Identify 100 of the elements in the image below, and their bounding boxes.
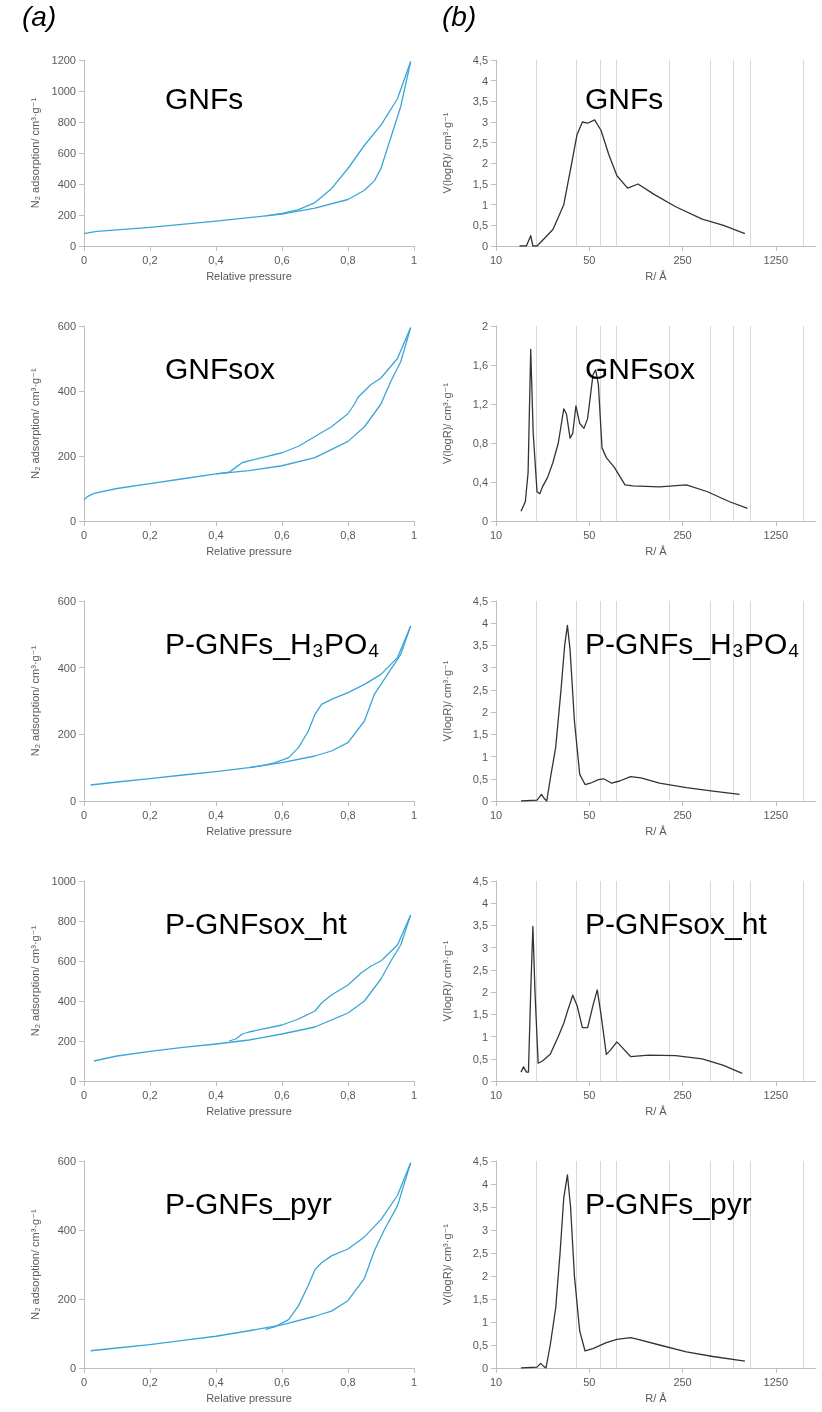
x-axis-title: Relative pressure — [206, 824, 292, 837]
y-tick-label: 4,5 — [472, 875, 488, 887]
y-tick-label: 0 — [481, 1075, 488, 1087]
x-tick-label: 10 — [489, 1375, 503, 1388]
text: GNFsox — [585, 351, 696, 385]
x-tick-label: 50 — [583, 808, 596, 821]
x-tick-label: 10 — [489, 528, 503, 541]
y-axis-title: V(logR)/ cm³·g⁻¹ — [440, 940, 453, 1022]
y-tick-label: 1,6 — [472, 359, 488, 371]
text: (b) — [442, 0, 477, 32]
x-tick-label: 0,8 — [340, 808, 356, 821]
x-axis-title: Relative pressure — [206, 1391, 292, 1404]
x-axis-title: R/ Å — [645, 824, 668, 837]
x-tick-label: 1250 — [763, 528, 789, 541]
text: P-GNFs_H₃PO₄ — [585, 626, 800, 660]
y-tick-label: 0 — [69, 1075, 76, 1087]
y-tick-label: 0,5 — [472, 772, 488, 785]
y-tick-label: 3 — [481, 661, 488, 674]
y-tick-label: 3 — [481, 116, 488, 128]
y-tick-label: 600 — [57, 595, 76, 607]
x-tick-label: 0,6 — [274, 1088, 290, 1101]
y-tick-label: 0 — [481, 240, 488, 252]
x-axis-title: Relative pressure — [206, 1104, 292, 1117]
text: GNFs — [165, 81, 244, 115]
y-tick-label: 1 — [481, 1030, 488, 1043]
x-tick-label: 250 — [673, 808, 692, 821]
x-tick-label: 50 — [583, 1375, 596, 1388]
x-axis-title: Relative pressure — [206, 544, 292, 557]
y-tick-label: 1000 — [51, 875, 76, 887]
y-tick-label: 600 — [57, 147, 76, 159]
x-tick-label: 1 — [410, 528, 417, 541]
text: P-GNFsox_ht — [585, 906, 768, 940]
x-tick-label: 1250 — [763, 1375, 789, 1388]
text: GNFs — [585, 81, 664, 115]
x-tick-label: 1250 — [763, 1088, 789, 1101]
y-axis-title: V(logR)/ cm³·g⁻¹ — [440, 1223, 453, 1305]
y-tick-label: 4,5 — [472, 595, 488, 607]
y-axis-title: N₂ adsorption/ cm³·g⁻¹ — [28, 1209, 41, 1320]
y-tick-label: 400 — [57, 178, 76, 190]
y-tick-label: 600 — [57, 320, 76, 332]
x-tick-label: 0,8 — [340, 1088, 356, 1101]
x-tick-label: 1 — [410, 808, 417, 821]
y-tick-label: 2 — [481, 157, 488, 170]
x-tick-label: 0 — [80, 1375, 88, 1388]
x-tick-label: 0,4 — [208, 528, 224, 541]
y-tick-label: 0,5 — [472, 1339, 488, 1351]
y-tick-label: 2,5 — [472, 963, 488, 976]
y-tick-label: 400 — [57, 995, 76, 1007]
x-tick-label: 50 — [583, 1088, 596, 1101]
y-tick-label: 3 — [481, 941, 488, 954]
x-tick-label: 0 — [80, 253, 88, 266]
y-tick-label: 2 — [481, 1270, 488, 1282]
y-tick-label: 1 — [481, 198, 488, 211]
y-tick-label: 0 — [69, 795, 76, 807]
x-axis-title: R/ Å — [645, 1104, 668, 1117]
y-tick-label: 1 — [481, 750, 488, 763]
y-axis-title: N₂ adsorption/ cm³·g⁻¹ — [28, 645, 41, 757]
x-tick-label: 0,2 — [142, 808, 158, 821]
x-tick-label: 0,4 — [208, 253, 224, 266]
y-tick-label: 200 — [57, 1293, 76, 1305]
y-tick-label: 4 — [481, 1178, 488, 1190]
y-axis-title: N₂ adsorption/ cm³·g⁻¹ — [28, 368, 41, 479]
y-tick-label: 200 — [57, 450, 76, 462]
x-tick-label: 1250 — [763, 253, 789, 266]
x-tick-label: 0,6 — [274, 808, 290, 821]
y-tick-label: 600 — [57, 955, 76, 967]
y-tick-label: 200 — [57, 728, 76, 741]
y-tick-label: 0 — [481, 1362, 488, 1374]
x-tick-label: 0,2 — [142, 253, 158, 266]
x-tick-label: 1 — [410, 1088, 417, 1101]
y-tick-label: 0 — [69, 515, 76, 527]
y-tick-label: 0,8 — [472, 437, 488, 449]
y-tick-label: 400 — [57, 661, 76, 674]
x-tick-label: 0,2 — [142, 1375, 158, 1388]
x-axis-title: R/ Å — [645, 269, 668, 282]
y-tick-label: 4,5 — [472, 1155, 488, 1167]
x-tick-label: 0,8 — [340, 528, 356, 541]
y-tick-label: 4,5 — [472, 54, 488, 66]
x-tick-label: 1 — [410, 1375, 417, 1388]
x-tick-label: 0 — [80, 528, 88, 541]
y-tick-label: 0 — [481, 515, 488, 527]
y-tick-label: 2,5 — [472, 683, 488, 696]
y-tick-label: 0,5 — [472, 1052, 488, 1065]
y-tick-label: 4 — [481, 617, 488, 630]
y-axis-title: N₂ adsorption/ cm³·g⁻¹ — [28, 925, 41, 1037]
y-tick-label: 2,5 — [472, 136, 488, 149]
x-tick-label: 10 — [489, 1088, 503, 1101]
x-tick-label: 1250 — [763, 808, 789, 821]
x-tick-label: 10 — [489, 253, 503, 266]
y-tick-label: 400 — [57, 1224, 76, 1236]
x-tick-label: 0,6 — [274, 1375, 290, 1388]
x-tick-label: 0,4 — [208, 1088, 224, 1101]
y-tick-label: 0 — [481, 795, 488, 807]
y-axis-title: N₂ adsorption/ cm³·g⁻¹ — [28, 97, 41, 209]
y-tick-label: 3,5 — [472, 1201, 488, 1213]
x-axis-title: R/ Å — [645, 544, 668, 557]
x-tick-label: 0,8 — [340, 253, 356, 266]
x-tick-label: 0,8 — [340, 1375, 356, 1388]
y-tick-label: 400 — [57, 385, 76, 397]
x-axis-title: R/ Å — [645, 1391, 668, 1404]
